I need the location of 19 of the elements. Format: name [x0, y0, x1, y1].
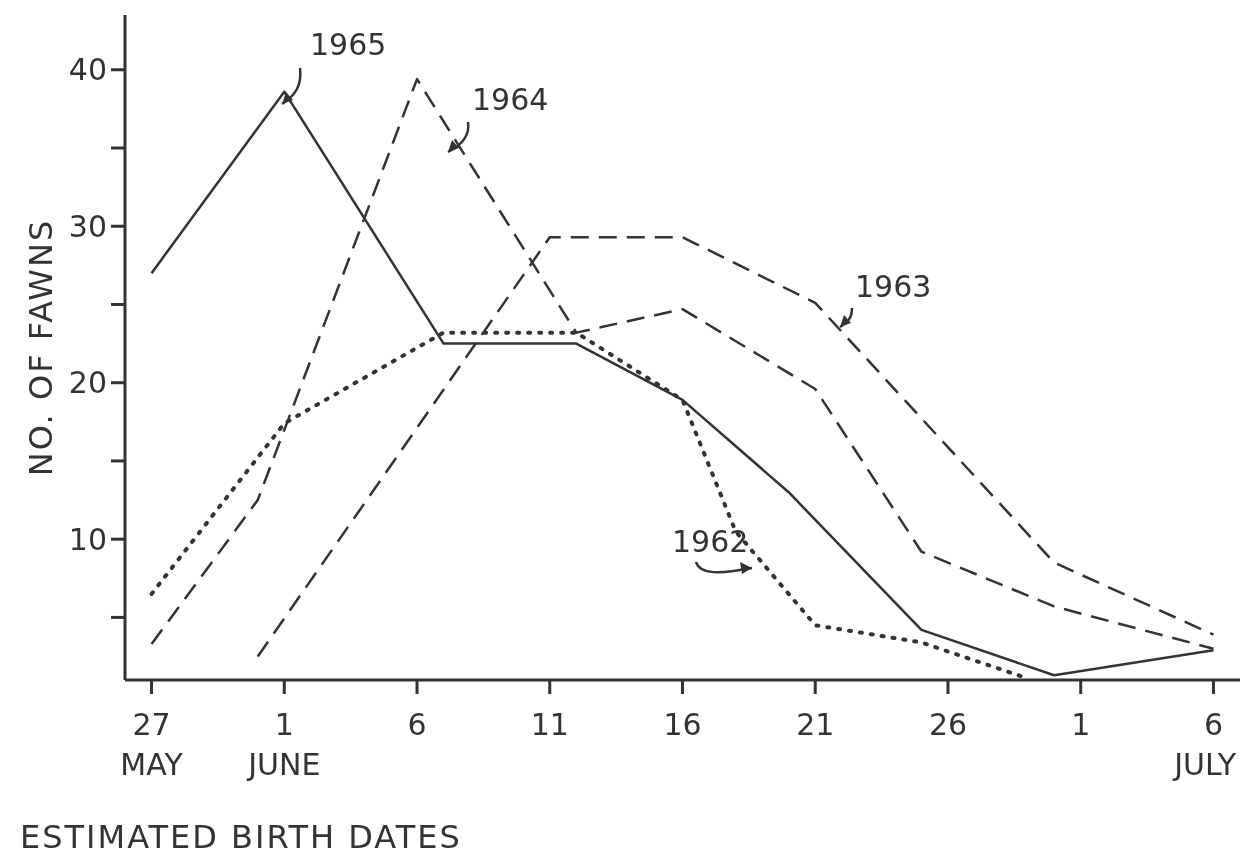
- x-tick-label: 6 JULY: [1172, 707, 1237, 782]
- x-tick-label: 1 JUNE: [246, 707, 321, 782]
- y-tick-label: 20: [68, 365, 107, 401]
- x-tick-label: 21: [796, 707, 835, 742]
- y-axis-title: NO. OF FAWNS: [22, 218, 60, 477]
- y-tick-label: 10: [68, 521, 107, 557]
- x-tick-label: 11: [530, 707, 569, 742]
- x-tick-label: 26: [928, 707, 968, 742]
- x-tick-label: 1: [1071, 707, 1091, 742]
- y-tick-label: 30: [68, 208, 107, 244]
- series-label: 1963: [855, 269, 932, 304]
- y-tick-label: 40: [68, 52, 107, 88]
- x-axis-title: ESTIMATED BIRTH DATES: [20, 818, 462, 856]
- x-tick-label: 6: [407, 707, 427, 742]
- series-label: 1962: [672, 524, 749, 559]
- x-tick-label: 27 MAY: [120, 707, 184, 782]
- x-tick-label: 16: [663, 707, 702, 742]
- series-label: 1965: [310, 27, 387, 62]
- series-label: 1964: [472, 82, 549, 117]
